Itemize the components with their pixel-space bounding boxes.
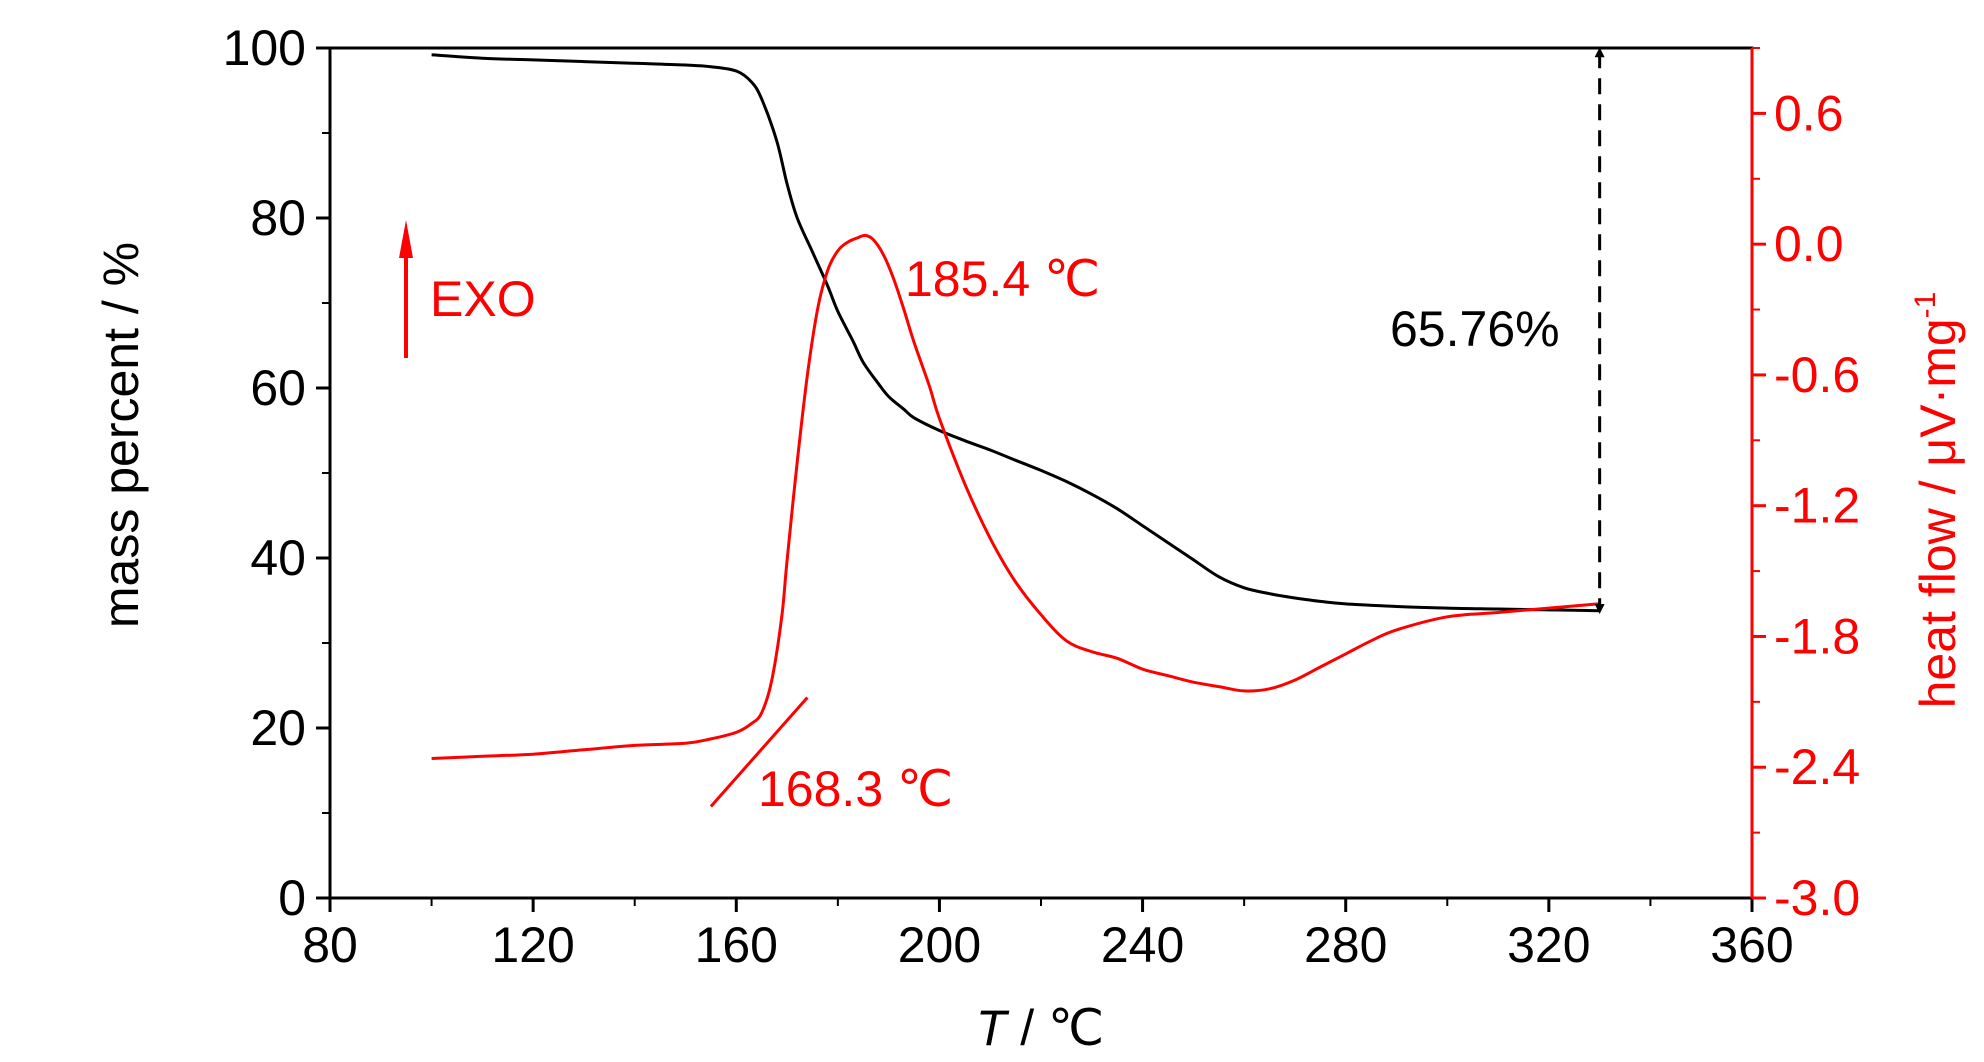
left-y-tick-label: 60 [250, 360, 306, 416]
right-y-axis-ticks: -3.0 -2.4 -1.8 -1.2 -0.6 0.0 0.6 [1752, 47, 1860, 926]
left-y-tick-label: 0 [278, 870, 306, 926]
exo-arrow-head [399, 220, 413, 258]
x-tick-label: 200 [898, 917, 981, 973]
exo-label: EXO [430, 271, 536, 327]
onset-temperature-label: 168.3 ℃ [758, 761, 953, 817]
x-axis-title: T / ℃ [976, 1000, 1104, 1056]
right-y-tick-label: -0.6 [1774, 347, 1860, 403]
x-tick-label: 280 [1304, 917, 1387, 973]
right-y-tick-label: -3.0 [1774, 870, 1860, 926]
mass-percent-line [431, 53, 1600, 613]
right-y-tick-label: 0.0 [1774, 216, 1844, 272]
right-y-tick-label: 0.6 [1774, 85, 1844, 141]
right-y-axis-title-sup: -1 [1909, 292, 1942, 319]
onset-tangent-line [709, 696, 809, 808]
x-tick-label: 240 [1101, 917, 1184, 973]
right-y-tick-label: -1.2 [1774, 478, 1860, 534]
left-y-tick-label: 40 [250, 530, 306, 586]
left-y-tick-label: 100 [223, 20, 306, 76]
peak-temperature-label: 185.4 ℃ [905, 251, 1100, 307]
heat-flow-line [431, 233, 1600, 760]
mass-loss-label: 65.76% [1390, 301, 1560, 357]
left-y-tick-label: 20 [250, 700, 306, 756]
plot-frame [328, 46, 1754, 900]
x-tick-label: 160 [695, 917, 778, 973]
x-tick-label: 120 [491, 917, 574, 973]
left-y-axis-title: mass percent / % [93, 242, 149, 628]
left-y-tick-label: 80 [250, 190, 306, 246]
right-y-tick-label: -2.4 [1774, 739, 1860, 795]
right-y-tick-label: -1.8 [1774, 608, 1860, 664]
right-y-axis-title: heat flow / μV·mg-1 [1909, 292, 1966, 709]
right-y-axis-title-main: heat flow / μV·mg [1910, 318, 1966, 708]
x-tick-label: 360 [1710, 917, 1793, 973]
x-axis-title-italic: T [976, 1000, 1010, 1056]
x-tick-label: 320 [1507, 917, 1590, 973]
x-axis-ticks: 80 120 160 200 240 280 320 360 [302, 898, 1794, 973]
x-tick-label: 80 [302, 917, 358, 973]
x-axis-title-rest: / ℃ [1006, 1000, 1104, 1056]
left-y-axis-ticks: 0 20 40 60 80 100 [223, 20, 330, 926]
